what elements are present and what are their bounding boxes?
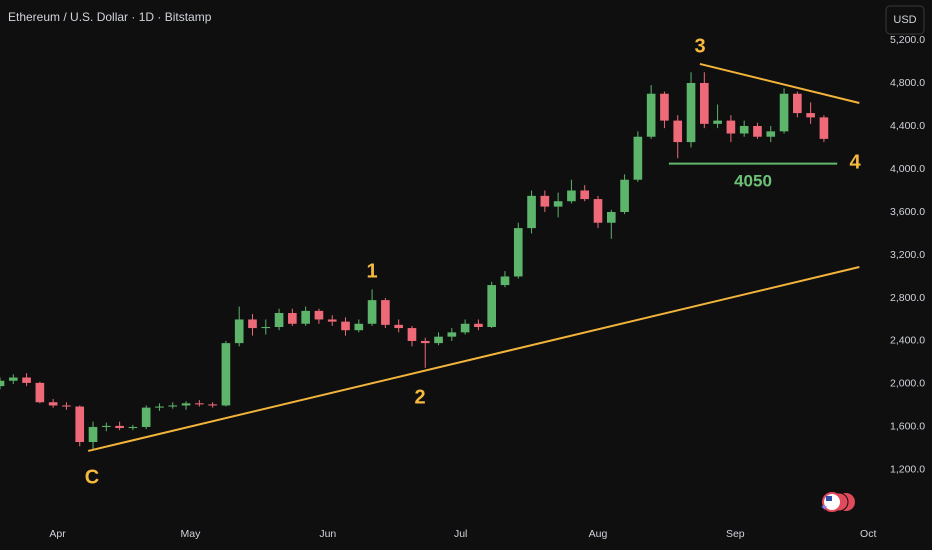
- x-tick-label: Jul: [454, 528, 467, 540]
- candle-body: [248, 319, 257, 329]
- candle-body: [35, 382, 45, 403]
- candle-body: [155, 406, 164, 408]
- annotation: 4: [849, 151, 861, 173]
- candle-body: [274, 313, 284, 327]
- chart-title: Ethereum / U.S. Dollar · 1D · Bitstamp: [8, 10, 212, 24]
- y-tick-label: 2,400.0: [890, 335, 925, 347]
- candle-body: [0, 380, 5, 387]
- currency-label[interactable]: USD: [893, 14, 916, 26]
- candle-body: [208, 404, 217, 406]
- candle-body: [793, 93, 802, 114]
- candle-body: [739, 125, 749, 134]
- candle-body: [806, 113, 815, 118]
- candle-body: [500, 276, 510, 286]
- candle-body: [341, 321, 350, 331]
- candle-body: [394, 324, 403, 329]
- candle-body: [22, 377, 31, 383]
- candle-body: [314, 310, 324, 320]
- x-tick-label: May: [181, 528, 202, 540]
- candle-body: [367, 300, 377, 324]
- trend-line: [699, 62, 860, 104]
- annotation: 4050: [734, 171, 772, 190]
- y-tick-label: 2,000.0: [890, 378, 925, 390]
- annotation: C: [85, 466, 99, 488]
- candle-body: [261, 326, 271, 329]
- candle-body: [234, 319, 244, 344]
- x-tick-label: Oct: [860, 528, 876, 540]
- candle-body: [819, 117, 829, 139]
- y-tick-label: 4,800.0: [890, 77, 925, 89]
- candle-body: [381, 300, 390, 325]
- candle-body: [288, 313, 297, 324]
- candle-body: [620, 179, 629, 212]
- candle-body: [580, 190, 590, 200]
- candle-body: [88, 426, 98, 443]
- currency-button[interactable]: [885, 5, 925, 35]
- candle-body: [567, 190, 576, 202]
- y-tick-label: 4,000.0: [890, 163, 925, 175]
- icon-sparkle[interactable]: ✦: [820, 503, 828, 514]
- y-tick-label: 3,200.0: [890, 249, 925, 261]
- candle-body: [354, 323, 364, 331]
- candle-body: [460, 323, 470, 333]
- candle-body: [420, 340, 430, 344]
- candle-body: [8, 377, 18, 381]
- candle-body: [407, 328, 417, 341]
- candle-body: [115, 425, 124, 429]
- annotation: 1: [366, 260, 377, 282]
- candle-body: [301, 310, 310, 324]
- candle-body: [633, 136, 643, 180]
- candle-body: [673, 120, 683, 143]
- trend-line: [87, 266, 860, 452]
- candle-body: [62, 405, 71, 407]
- icon-flag[interactable]: [826, 496, 832, 501]
- candle-body: [553, 201, 563, 207]
- x-tick-label: Apr: [49, 528, 66, 540]
- candle-body: [527, 195, 536, 229]
- candle-body: [779, 93, 789, 132]
- x-tick-label: Aug: [589, 528, 608, 540]
- candle-body: [713, 120, 722, 124]
- annotation: 3: [694, 35, 705, 57]
- candle-body: [686, 82, 696, 143]
- candle-body: [474, 323, 483, 327]
- candle-body: [75, 406, 85, 443]
- candle-body: [699, 82, 709, 124]
- candle-body: [327, 319, 337, 322]
- x-tick-label: Sep: [726, 528, 745, 540]
- candle-body: [434, 336, 443, 344]
- candle-body: [646, 93, 656, 137]
- candle-body: [593, 199, 603, 223]
- y-tick-label: 2,800.0: [890, 292, 925, 304]
- candle-body: [766, 131, 776, 137]
- candle-body: [128, 426, 138, 429]
- candle-body: [141, 407, 151, 427]
- candle-body: [487, 285, 497, 327]
- annotation: 2: [414, 386, 425, 408]
- candle-body: [181, 403, 191, 406]
- candle-body: [726, 120, 736, 134]
- candle-body: [48, 402, 58, 406]
- candle-body: [221, 343, 231, 406]
- y-tick-label: 1,600.0: [890, 421, 925, 433]
- y-tick-label: 4,400.0: [890, 120, 925, 132]
- candle-body: [101, 425, 111, 427]
- candle-body: [195, 403, 204, 405]
- y-tick-label: 3,600.0: [890, 206, 925, 218]
- candle-body: [753, 125, 762, 137]
- candle-body: [447, 332, 457, 337]
- y-tick-label: 1,200.0: [890, 464, 925, 476]
- candle-body: [540, 195, 550, 207]
- candle-body: [606, 211, 616, 223]
- candle-body: [168, 405, 178, 407]
- x-tick-label: Jun: [319, 528, 336, 540]
- flag-icon[interactable]: ✦: [820, 492, 855, 514]
- candle-body: [513, 228, 523, 277]
- candle-body: [660, 93, 669, 121]
- y-tick-label: 5,200.0: [890, 34, 925, 46]
